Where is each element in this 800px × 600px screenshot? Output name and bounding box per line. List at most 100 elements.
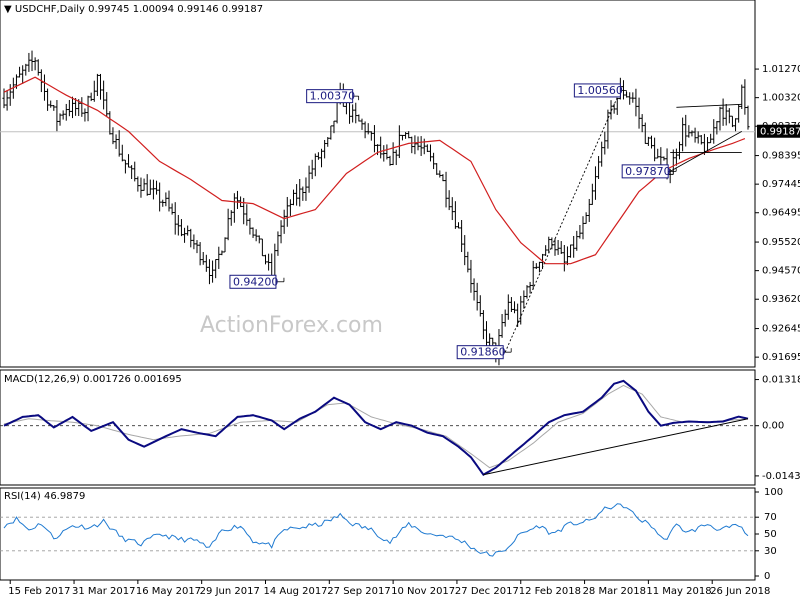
price-bar (416, 136, 420, 151)
price-bar (267, 253, 271, 271)
price-bar (475, 282, 479, 311)
price-bar (403, 132, 408, 139)
price-bar (385, 144, 389, 160)
rsi-label: RSI(14) 46.9879 (4, 491, 85, 502)
price-bar (363, 121, 367, 139)
price-bar (164, 192, 168, 207)
watermark: ActionForex.com (200, 313, 383, 338)
price-bar (161, 199, 165, 207)
date-tick-label: 11 May 2018 (646, 586, 711, 597)
price-bar (746, 105, 750, 130)
price-bar (391, 142, 395, 166)
price-bar (653, 137, 657, 162)
price-bar (413, 135, 417, 155)
price-bar (179, 219, 184, 237)
price-trendline (669, 130, 742, 172)
macd-panel: 0.013184 0.00 -0.014339 MACD(12,26,9) 0.00… (0, 369, 800, 486)
macd-label: MACD(12,26,9) 0.001726 0.001695 (4, 374, 182, 385)
price-bar (351, 104, 355, 123)
price-bar (142, 178, 146, 191)
current-price-tag: 0.99187 (757, 124, 800, 138)
price-bar (394, 149, 398, 166)
price-bar (295, 184, 299, 206)
price-bar (189, 228, 193, 248)
date-tick-label: 27 Dec 2017 (455, 586, 519, 597)
price-bar (30, 50, 34, 72)
price-bar (21, 65, 25, 84)
annotation-label: 1.00370 (310, 90, 356, 103)
price-bar (575, 230, 579, 251)
price-axis: 1.012701.003200.993700.983950.974450.964… (755, 64, 800, 363)
price-bar (319, 148, 324, 168)
price-bar (684, 114, 688, 147)
price-bar (687, 125, 691, 138)
price-bar (460, 219, 464, 253)
price-bar (139, 177, 143, 198)
price-bar (593, 166, 598, 200)
macd-tick-label: -0.014339 (762, 471, 800, 482)
price-bar (176, 214, 180, 236)
rsi-line (3, 503, 749, 557)
date-tick-label: 14 Aug 2017 (263, 586, 327, 597)
rsi-panel: 100 70 50 30 0 RSI(14) 46.9879 (0, 487, 783, 582)
price-bar (559, 241, 563, 255)
price-tick-label: 0.98395 (762, 151, 800, 162)
price-bar (304, 177, 308, 201)
price-bar (596, 156, 601, 179)
date-tick-label: 31 Mar 2017 (72, 586, 135, 597)
price-bar (478, 295, 482, 317)
ohlc-values: 0.99745 1.00094 0.99146 0.99187 (88, 4, 263, 15)
price-trendlines (504, 90, 742, 353)
price-bar (123, 159, 128, 174)
price-bar (628, 92, 632, 105)
price-bar (712, 119, 716, 144)
price-bar (438, 170, 442, 178)
price-bar (232, 193, 236, 223)
price-bar (379, 136, 383, 159)
price-bar (547, 236, 551, 254)
price-bar (656, 148, 660, 159)
price-bar (484, 321, 489, 350)
price-bar (531, 260, 535, 290)
price-bar (422, 138, 426, 155)
price-bar (133, 161, 137, 182)
price-bar (441, 174, 445, 182)
price-bar (737, 104, 741, 123)
price-bar (288, 199, 292, 216)
price-bar (117, 130, 121, 157)
price-bar (111, 127, 115, 145)
price-bar (671, 149, 675, 175)
price-bar (537, 261, 542, 273)
price-bar (450, 197, 454, 221)
rsi-tick-label: 70 (764, 512, 777, 523)
price-bar (354, 102, 358, 124)
price-bar (198, 242, 202, 266)
price-bar (646, 136, 650, 146)
price-bar (102, 80, 106, 110)
macd-trendline (483, 418, 749, 476)
rsi-axis: 100 70 50 30 0 (755, 487, 783, 582)
price-bar (329, 125, 333, 140)
price-bar (519, 295, 523, 325)
price-bar (52, 105, 56, 111)
price-bar (740, 84, 744, 109)
price-bar (120, 144, 124, 162)
price-tick-label: 0.97445 (762, 179, 800, 190)
price-bar (690, 130, 694, 137)
price-bar (238, 196, 243, 208)
price-bar (469, 259, 473, 293)
price-bar (715, 121, 719, 135)
price-bar (170, 203, 174, 215)
price-bar (743, 79, 747, 115)
price-bar (659, 147, 663, 166)
price-bar (428, 144, 433, 162)
price-bar (568, 244, 573, 258)
price-bar (254, 229, 258, 242)
price-bar (55, 100, 59, 132)
price-bar (603, 131, 607, 155)
price-bar (5, 90, 9, 111)
price-annotation: 0.94200 (229, 274, 285, 289)
price-bar (472, 278, 476, 301)
price-bar (298, 178, 302, 207)
